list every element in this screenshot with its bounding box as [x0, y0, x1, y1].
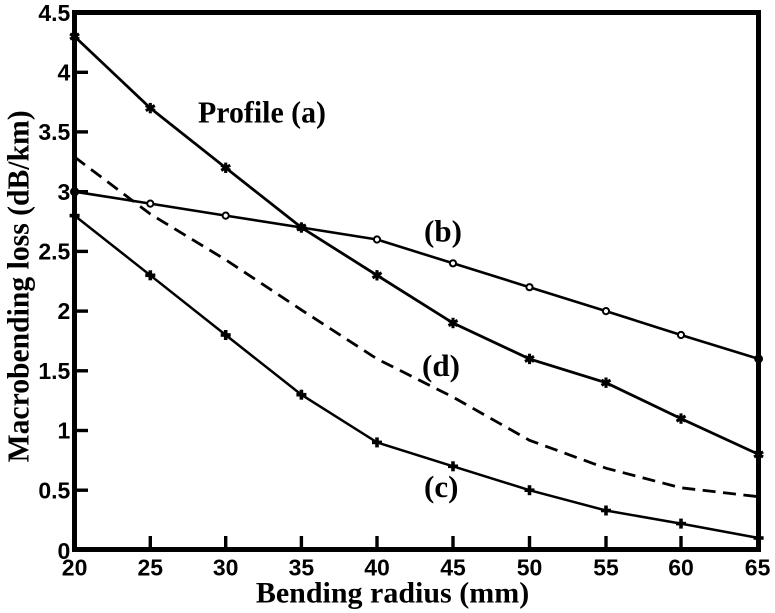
- svg-text:1: 1: [58, 418, 71, 444]
- svg-text:Profile (a): Profile (a): [198, 94, 326, 129]
- svg-text:1.5: 1.5: [38, 358, 70, 384]
- svg-text:40: 40: [364, 555, 390, 581]
- svg-text:3.5: 3.5: [38, 119, 70, 145]
- svg-text:Bending radius (mm): Bending radius (mm): [256, 577, 529, 610]
- svg-text:2: 2: [58, 298, 71, 324]
- svg-text:4: 4: [58, 60, 71, 86]
- svg-text:(b): (b): [424, 214, 462, 249]
- svg-text:25: 25: [138, 555, 164, 581]
- svg-text:60: 60: [668, 555, 694, 581]
- svg-text:0.5: 0.5: [38, 478, 70, 504]
- svg-text:20: 20: [62, 555, 88, 581]
- svg-text:55: 55: [593, 555, 619, 581]
- svg-text:(d): (d): [422, 348, 460, 383]
- svg-text:2.5: 2.5: [38, 239, 70, 265]
- svg-text:30: 30: [213, 555, 239, 581]
- svg-text:35: 35: [289, 555, 315, 581]
- svg-text:4.5: 4.5: [38, 0, 70, 26]
- svg-text:0: 0: [58, 538, 71, 564]
- svg-text:Macrobending loss (dB/km): Macrobending loss (dB/km): [0, 110, 35, 462]
- svg-text:65: 65: [745, 555, 771, 581]
- svg-text:(c): (c): [424, 469, 458, 504]
- svg-text:3: 3: [58, 179, 71, 205]
- svg-text:50: 50: [517, 555, 543, 581]
- svg-text:45: 45: [440, 555, 466, 581]
